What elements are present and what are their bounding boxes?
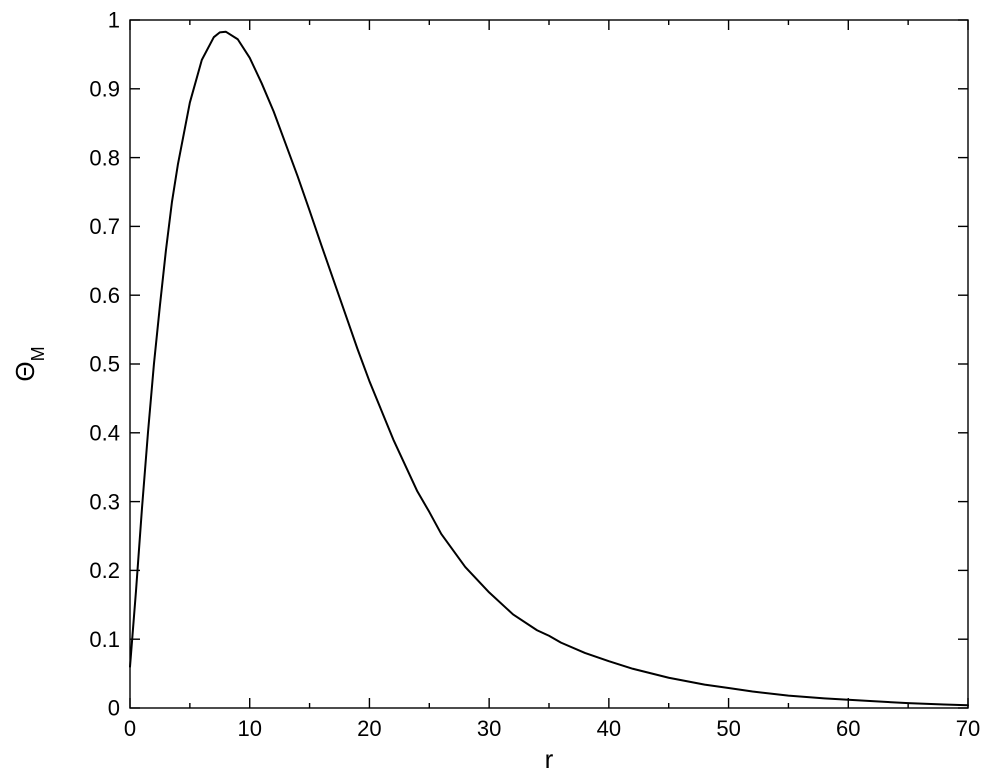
x-tick-label: 30 (477, 716, 501, 741)
y-tick-label: 0.5 (89, 352, 120, 377)
x-tick-label: 70 (956, 716, 980, 741)
y-tick-label: 0.2 (89, 558, 120, 583)
y-tick-label: 0.1 (89, 627, 120, 652)
y-tick-label: 0.3 (89, 489, 120, 514)
x-axis-label: r (545, 744, 554, 774)
line-chart: 0 10 20 30 40 50 60 70 0 0.1 0.2 0.3 0.4 0.5 0.6 0.7 0.8… (0, 0, 1000, 784)
chart-figure: 0 10 20 30 40 50 60 70 0 0.1 0.2 0.3 0.4 0.5 0.6 0.7 0.8… (0, 0, 1000, 784)
y-tick-label: 0.6 (89, 283, 120, 308)
y-axis-label: ΘM (10, 346, 48, 381)
x-tick-label: 20 (357, 716, 381, 741)
y-tick-label: 0.4 (89, 421, 120, 446)
y-tick-label: 0.9 (89, 77, 120, 102)
series-line (130, 32, 968, 706)
y-tick-label: 1 (108, 8, 120, 33)
x-tick-label: 0 (124, 716, 136, 741)
y-tick-label: 0.7 (89, 214, 120, 239)
y-tick-label: 0 (108, 696, 120, 721)
x-tick-label: 60 (836, 716, 860, 741)
y-tick-label: 0.8 (89, 145, 120, 170)
x-tick-label: 40 (597, 716, 621, 741)
x-tick-label: 50 (716, 716, 740, 741)
x-tick-label: 10 (237, 716, 261, 741)
